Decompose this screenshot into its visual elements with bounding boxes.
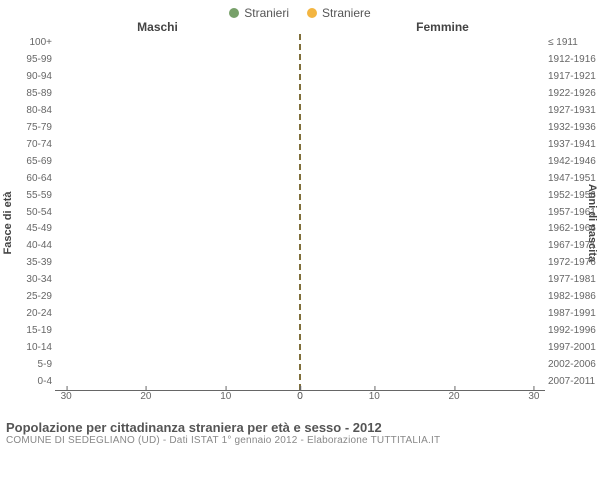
y-tick-birth: 1947-1951	[548, 170, 596, 187]
pyramid-chart-container: Stranieri Straniere Maschi Femmine Fasce…	[0, 0, 600, 500]
legend-item-male: Stranieri	[229, 6, 289, 20]
x-tick: 30	[528, 391, 539, 412]
y-tick-age: 95-99	[26, 51, 52, 68]
chart-title: Popolazione per cittadinanza straniera p…	[6, 420, 594, 435]
y-tick-birth: 1927-1931	[548, 102, 596, 119]
legend-label-male: Stranieri	[244, 6, 289, 20]
y-tick-age: 100+	[29, 34, 52, 51]
y-tick-age: 10-14	[26, 339, 52, 356]
y-tick-birth: 1977-1981	[548, 271, 596, 288]
y-tick-age: 60-64	[26, 170, 52, 187]
y-tick-birth: 1997-2001	[548, 339, 596, 356]
y-tick-age: 85-89	[26, 85, 52, 102]
x-tick: 20	[449, 391, 460, 412]
y-labels-birth: ≤ 19111912-19161917-19211922-19261927-19…	[548, 34, 600, 390]
y-tick-age: 45-49	[26, 220, 52, 237]
y-tick-age: 75-79	[26, 119, 52, 136]
x-tick: 10	[369, 391, 380, 412]
y-tick-birth: 1932-1936	[548, 119, 596, 136]
y-tick-age: 15-19	[26, 322, 52, 339]
y-tick-birth: 1957-1961	[548, 204, 596, 221]
x-ticks-left: 0 10 20 30	[55, 391, 300, 412]
footer: Popolazione per cittadinanza straniera p…	[0, 412, 600, 446]
y-tick-birth: ≤ 1911	[548, 34, 578, 51]
x-ticks-right: 0 10 20 30	[300, 391, 545, 412]
y-tick-birth: 1962-1966	[548, 220, 596, 237]
legend: Stranieri Straniere	[0, 0, 600, 20]
x-tick: 0	[297, 391, 303, 412]
y-tick-birth: 1992-1996	[548, 322, 596, 339]
y-tick-age: 25-29	[26, 288, 52, 305]
square-icon	[229, 8, 239, 18]
chart-area: Fasce di età Anni di nascita 100+95-9990…	[0, 34, 600, 412]
legend-item-female: Straniere	[307, 6, 371, 20]
y-tick-age: 80-84	[26, 102, 52, 119]
y-tick-birth: 1917-1921	[548, 68, 596, 85]
y-tick-birth: 1912-1916	[548, 51, 596, 68]
y-tick-age: 30-34	[26, 271, 52, 288]
y-tick-age: 65-69	[26, 153, 52, 170]
chart-subtitle: COMUNE DI SEDEGLIANO (UD) - Dati ISTAT 1…	[6, 435, 594, 446]
x-tick: 30	[61, 391, 72, 412]
y-tick-birth: 1922-1926	[548, 85, 596, 102]
y-tick-age: 40-44	[26, 237, 52, 254]
square-icon	[307, 8, 317, 18]
y-tick-birth: 1952-1956	[548, 187, 596, 204]
y-tick-age: 20-24	[26, 305, 52, 322]
y-tick-birth: 1967-1971	[548, 237, 596, 254]
x-axis: 0 10 20 30 0 10 20 30	[55, 390, 545, 412]
x-ticks: 0 10 20 30 0 10 20 30	[55, 391, 545, 412]
y-tick-age: 35-39	[26, 254, 52, 271]
y-tick-age: 50-54	[26, 204, 52, 221]
y-tick-birth: 1982-1986	[548, 288, 596, 305]
x-tick: 10	[220, 391, 231, 412]
legend-label-female: Straniere	[322, 6, 371, 20]
column-headers: Maschi Femmine	[0, 20, 600, 34]
y-tick-birth: 1987-1991	[548, 305, 596, 322]
y-labels-age: 100+95-9990-9485-8980-8475-7970-7465-696…	[0, 34, 52, 390]
y-tick-age: 90-94	[26, 68, 52, 85]
header-femmine: Femmine	[340, 20, 600, 34]
center-axis-line	[299, 34, 301, 390]
y-tick-age: 55-59	[26, 187, 52, 204]
y-tick-birth: 2007-2011	[548, 373, 595, 390]
y-tick-age: 5-9	[38, 356, 52, 373]
header-maschi: Maschi	[0, 20, 260, 34]
x-tick: 20	[140, 391, 151, 412]
y-tick-birth: 2002-2006	[548, 356, 596, 373]
y-tick-birth: 1937-1941	[548, 136, 596, 153]
y-tick-age: 0-4	[38, 373, 52, 390]
y-tick-birth: 1972-1976	[548, 254, 596, 271]
y-tick-age: 70-74	[26, 136, 52, 153]
y-tick-birth: 1942-1946	[548, 153, 596, 170]
